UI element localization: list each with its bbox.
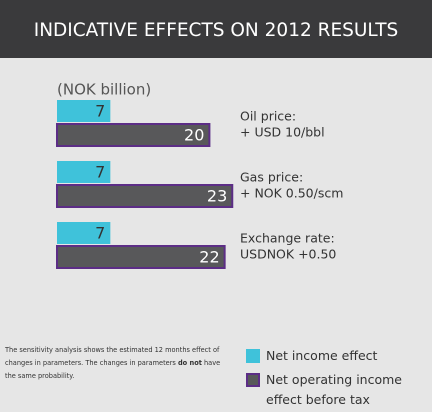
legend: Net income effect Net operating income ef… — [246, 346, 426, 412]
chart-title: INDICATIVE EFFECTS ON 2012 RESULTS — [34, 20, 399, 41]
bar — [56, 123, 211, 147]
bar — [57, 161, 111, 183]
footnote: The sensitivity analysis shows the estim… — [5, 344, 230, 383]
legend-item: Net operating income effect before tax — [246, 370, 426, 410]
value-label: 7 — [95, 102, 105, 121]
bar — [57, 100, 111, 122]
note-bold: do not — [177, 359, 202, 367]
value-label: 20 — [184, 126, 204, 145]
value-label: 23 — [207, 187, 227, 206]
legend-label: Net income effect — [266, 348, 378, 363]
note-text: The sensitivity analysis shows the estim… — [5, 346, 220, 367]
category-label: + NOK 0.50/scm — [240, 186, 343, 201]
header-bar — [0, 0, 432, 58]
legend-swatch — [246, 373, 260, 387]
category-label: Exchange rate: — [240, 231, 335, 246]
value-label: 7 — [95, 163, 105, 182]
category-label: Gas price: — [240, 170, 303, 185]
bar — [56, 245, 226, 269]
value-label: 7 — [95, 224, 105, 243]
legend-label: Net operating income effect before tax — [266, 372, 402, 407]
bar — [56, 184, 234, 208]
note-text: have the same probability. — [5, 359, 221, 380]
value-label: 22 — [199, 248, 219, 267]
legend-item: Net income effect — [246, 346, 426, 366]
category-label: + USD 10/bbl — [240, 125, 325, 140]
legend-swatch — [246, 349, 260, 363]
bar — [57, 222, 111, 244]
category-label: Oil price: — [240, 109, 296, 124]
category-label: USDNOK +0.50 — [240, 247, 336, 262]
unit-label: (NOK billion) — [57, 81, 151, 99]
